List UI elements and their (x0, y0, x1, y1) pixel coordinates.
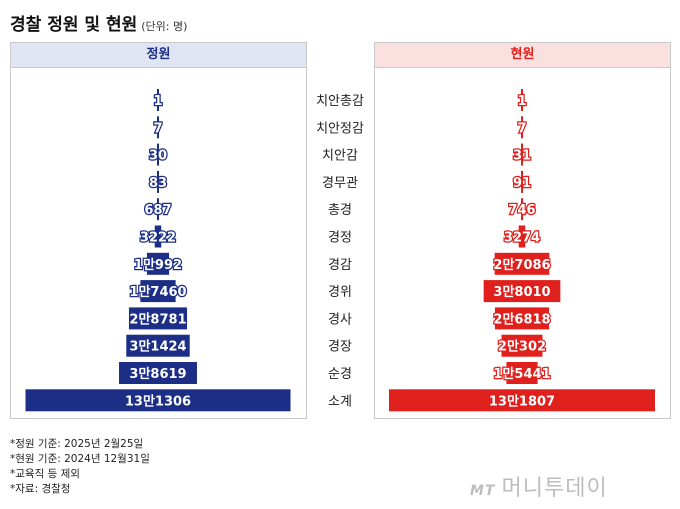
current-bar (501, 334, 543, 357)
quota-value-label: 83 (149, 176, 167, 191)
rank-label: 경감 (328, 258, 352, 273)
footnotes: *정원 기준: 2025년 2월25일 *현원 기준: 2024년 12월31일… (10, 437, 150, 497)
current-value-label: 2만302 (498, 339, 546, 355)
current-bar (483, 280, 561, 303)
rank-label: 경사 (328, 312, 352, 327)
quota-value-label: 3만1424 (129, 339, 186, 355)
quota-value-label: 1만7460 (129, 284, 186, 300)
quota-bar (157, 143, 159, 166)
rank-label: 치안정감 (316, 121, 364, 136)
quota-value-label: 3만8619 (129, 366, 186, 382)
footnote: *현원 기준: 2024년 12월31일 (10, 453, 150, 465)
quota-value-label: 1 (153, 94, 162, 109)
current-bar (389, 389, 655, 412)
current-bar (521, 198, 523, 221)
rank-label: 경장 (328, 340, 352, 355)
rank-label: 경위 (328, 285, 352, 300)
rank-label: 치안감 (322, 149, 358, 164)
current-bar (521, 89, 523, 111)
current-value-label: 1만5441 (493, 366, 550, 382)
quota-bar (157, 198, 159, 221)
rank-label: 치안총감 (316, 94, 364, 109)
current-bar (521, 143, 523, 166)
watermark-text: 머니투데이 (501, 476, 608, 501)
footnote: *교육직 등 제외 (10, 468, 80, 480)
current-value-label: 3만8010 (493, 284, 550, 300)
current-bar (521, 116, 523, 139)
current-bar (521, 170, 523, 193)
quota-bar (140, 280, 176, 303)
current-value-label: 31 (513, 149, 531, 164)
current-value-label: 1 (517, 94, 526, 109)
quota-bar (157, 89, 159, 111)
quota-value-label: 2만8781 (129, 311, 186, 327)
quota-value-label: 3222 (140, 231, 176, 246)
quota-value-label: 1만992 (134, 257, 182, 273)
unit-label: (단위: 명) (141, 20, 188, 33)
quota-bar (128, 307, 188, 330)
quota-bar (126, 334, 190, 357)
quota-bar (157, 170, 159, 193)
rank-label: 경정 (328, 231, 352, 246)
rank-label: 경무관 (322, 176, 358, 191)
footnote: *자료: 경찰청 (10, 483, 71, 495)
chart-title: 경찰 정원 및 현원 (단위: 명) (10, 10, 187, 35)
quota-bar (154, 225, 162, 248)
quota-bar (25, 389, 291, 412)
current-value-label: 13만1807 (489, 393, 555, 409)
current-bar (494, 252, 550, 275)
current-bar (518, 225, 526, 248)
title-text: 경찰 정원 및 현원 (10, 15, 138, 35)
left-panel-header: 정원 (11, 43, 306, 68)
rank-label: 소계 (328, 394, 352, 409)
current-value-label: 3274 (504, 231, 540, 246)
watermark-logo: MT 머니투데이 (470, 470, 608, 502)
left-panel: 정원 (10, 42, 307, 419)
current-value-label: 91 (513, 176, 531, 191)
current-value-label: 2만7086 (493, 257, 550, 273)
quota-bar (157, 116, 159, 139)
current-bar (494, 307, 550, 330)
quota-value-label: 13만1306 (125, 393, 191, 409)
footnote: *정원 기준: 2025년 2월25일 (10, 438, 144, 450)
quota-value-label: 30 (149, 149, 167, 164)
watermark-mark: MT (470, 483, 496, 499)
current-value-label: 746 (508, 203, 535, 218)
quota-value-label: 687 (144, 203, 171, 218)
quota-value-label: 7 (153, 121, 162, 136)
right-panel-header: 현원 (375, 43, 670, 68)
current-value-label: 2만6818 (493, 311, 550, 327)
current-bar (506, 362, 538, 384)
quota-bar (119, 362, 197, 384)
current-value-label: 7 (517, 121, 526, 136)
quota-bar (146, 252, 170, 275)
rank-label: 총경 (328, 203, 352, 218)
right-panel: 현원 (374, 42, 671, 419)
rank-label: 순경 (328, 367, 352, 382)
